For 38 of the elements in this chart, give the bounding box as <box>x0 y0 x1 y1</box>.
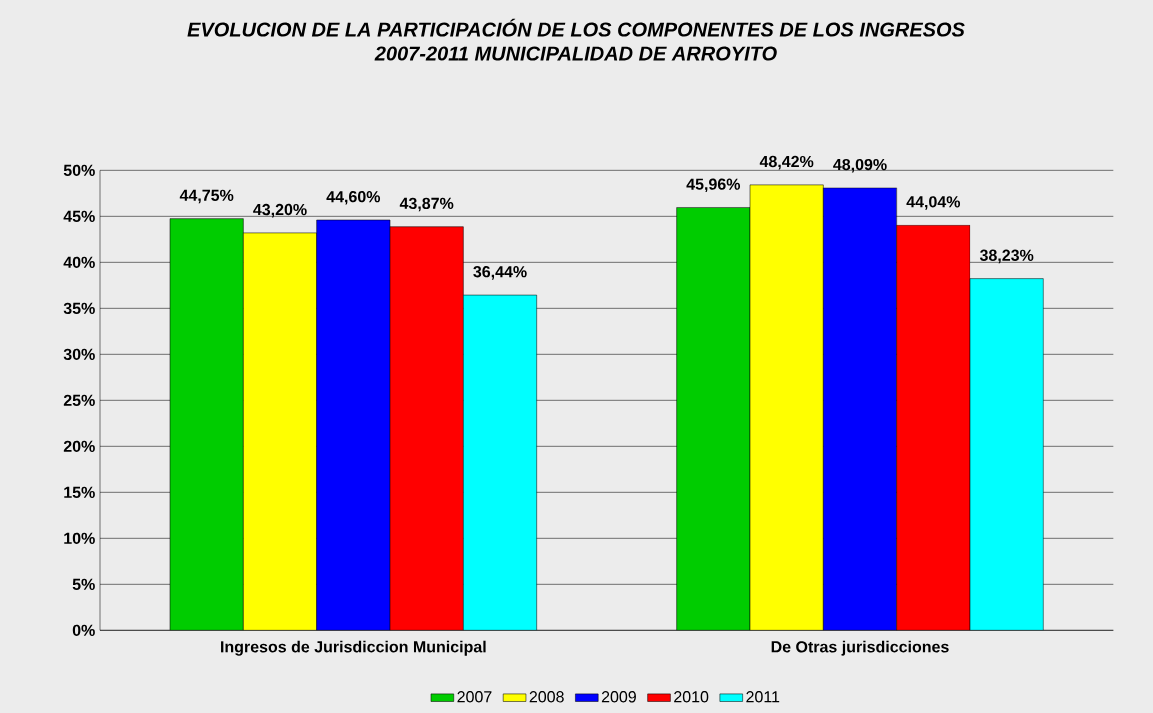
legend-label: 2007 <box>457 691 492 703</box>
legend-label: 2010 <box>674 691 709 703</box>
y-tick-label: 5% <box>72 578 95 590</box>
data-label: 43,87% <box>399 197 454 212</box>
bar <box>676 207 751 631</box>
bar <box>823 187 897 631</box>
data-label: 45,96% <box>686 178 741 193</box>
y-tick-label: 15% <box>64 486 95 498</box>
legend-label: 2008 <box>529 691 564 703</box>
bar <box>969 278 1044 631</box>
y-tick-label: 25% <box>63 394 95 406</box>
bar <box>243 232 317 631</box>
data-label: 44,75% <box>179 189 234 204</box>
data-label: 44,60% <box>326 190 381 205</box>
bar <box>463 294 537 631</box>
chart-title: EVOLUCION DE LA PARTICIPACIÓN DE LOS COMPONENTES DE LOS INGRESOS <box>187 18 965 37</box>
y-tick-label: 10% <box>64 532 95 544</box>
data-label: 48,09% <box>833 158 887 173</box>
x-tick-label: Ingresos de Jurisdiccion Municipal <box>221 640 486 656</box>
y-tick-label: 45% <box>63 210 95 222</box>
y-tick-label: 20% <box>63 440 95 452</box>
data-label: 48,42% <box>759 155 814 170</box>
chart-subtitle: 2007-2011 MUNICIPALIDAD DE ARROYITO <box>374 46 777 61</box>
data-label: 44,04% <box>906 196 961 210</box>
y-tick-label: 40% <box>63 256 95 268</box>
bar <box>316 219 391 631</box>
y-tick-label: 30% <box>63 348 95 361</box>
y-tick-label: 0% <box>72 624 95 636</box>
data-label: 43,20% <box>253 203 307 218</box>
y-tick-label: 35% <box>63 302 95 315</box>
legend-label: 2011 <box>746 691 780 703</box>
y-tick-label: 50% <box>63 164 95 176</box>
x-tick-label: De Otras jurisdicciones <box>771 640 949 656</box>
bar <box>169 218 244 631</box>
legend-label: 2009 <box>601 691 636 703</box>
data-label: 36,44% <box>473 266 527 280</box>
data-label: 38,23% <box>979 249 1034 264</box>
bar <box>749 184 824 631</box>
